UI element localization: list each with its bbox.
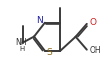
Text: OH: OH bbox=[90, 46, 101, 55]
Text: H: H bbox=[19, 46, 24, 52]
Text: N: N bbox=[37, 16, 43, 25]
Text: O: O bbox=[90, 18, 97, 27]
Text: NH: NH bbox=[15, 38, 26, 47]
Text: S: S bbox=[47, 48, 53, 57]
